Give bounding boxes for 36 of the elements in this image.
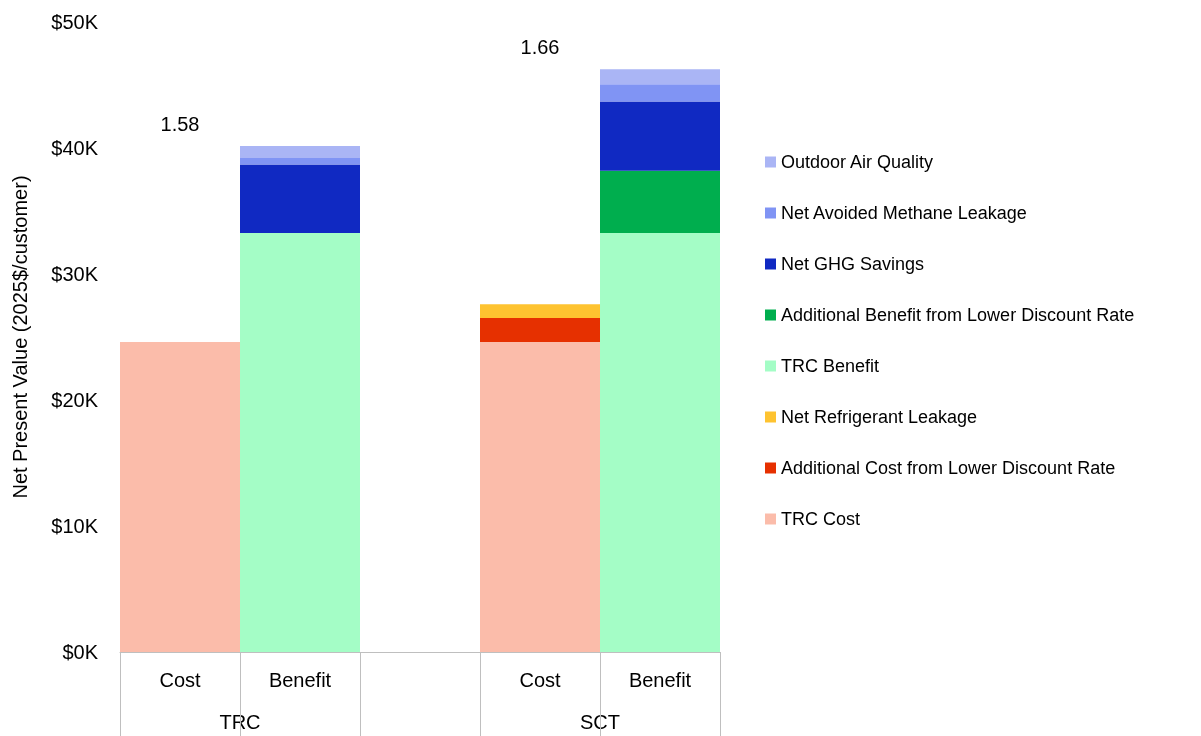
bar [240,164,360,234]
legend-label: Additional Cost from Lower Discount Rate [781,458,1116,478]
legend-label: TRC Cost [781,509,861,529]
y-tick-label: $50K [51,11,99,33]
y-tick-label: $40K [51,137,99,159]
text: TRC [219,711,261,733]
bar [480,304,600,319]
legend-label: Additional Benefit from Lower Discount Rate [781,305,1135,325]
y-tick-label: $0K [62,641,99,663]
bar [600,69,720,85]
y-tick-label: $10K [51,515,99,537]
legend-label: Outdoor Air Quality [781,152,934,172]
text: SCT [580,711,620,733]
bar [600,84,720,102]
bar [240,146,360,159]
x-tick-label: Cost [159,669,201,691]
bar [120,342,240,652]
annotation: 1.58 [160,113,200,136]
y-tick-label: $20K [51,389,99,411]
x-tick-label: Cost [519,669,561,691]
bar [600,170,720,234]
bar [480,342,600,652]
y-axis-title: Net Present Value (2025$/customer) [9,175,31,499]
legend-label: Net Avoided Methane Leakage [781,203,1027,223]
x-tick-label: Benefit [628,669,692,691]
bar [600,101,720,171]
bar [240,233,360,652]
legend-label: Net Refrigerant Leakage [781,407,978,427]
legend-label: TRC Benefit [781,356,880,376]
y-tick-label: $30K [51,263,99,285]
legend-label: Net GHG Savings [781,254,925,274]
bar [600,233,720,652]
bar [480,318,600,343]
bar [240,158,360,165]
annotation: 1.66 [520,36,560,59]
x-tick-label: Benefit [268,669,332,691]
